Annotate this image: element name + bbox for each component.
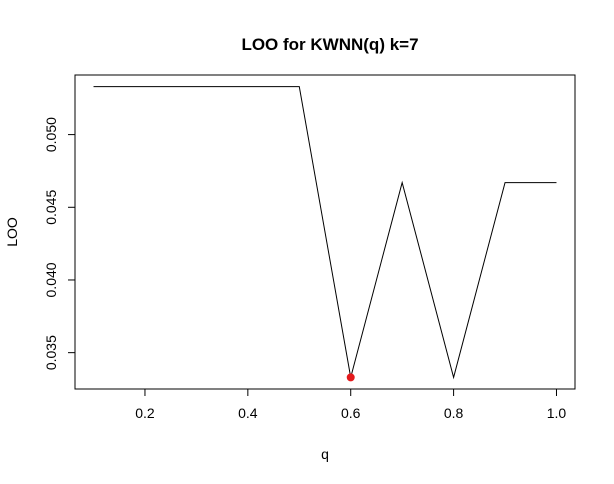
y-tick-label: 0.050: [43, 117, 59, 152]
chart-title: LOO for KWNN(q) k=7: [241, 35, 418, 54]
minimum-point: [346, 373, 355, 382]
series-line: [93, 86, 557, 380]
y-axis-label: LOO: [4, 217, 20, 247]
series-layer: [93, 86, 557, 382]
x-tick-label: 0.4: [238, 405, 258, 421]
y-tick-label: 0.040: [43, 262, 59, 297]
y-axis: 0.035 0.040 0.045 0.050: [43, 117, 76, 370]
x-tick-label: 0.2: [135, 405, 155, 421]
x-tick-label: 0.8: [444, 405, 464, 421]
y-tick-label: 0.045: [43, 190, 59, 225]
x-axis: 0.2 0.4 0.6 0.8 1.0: [135, 388, 567, 421]
y-tick-label: 0.035: [43, 335, 59, 370]
x-axis-label: q: [321, 446, 329, 462]
x-tick-label: 0.6: [341, 405, 361, 421]
x-tick-label: 1.0: [547, 405, 567, 421]
